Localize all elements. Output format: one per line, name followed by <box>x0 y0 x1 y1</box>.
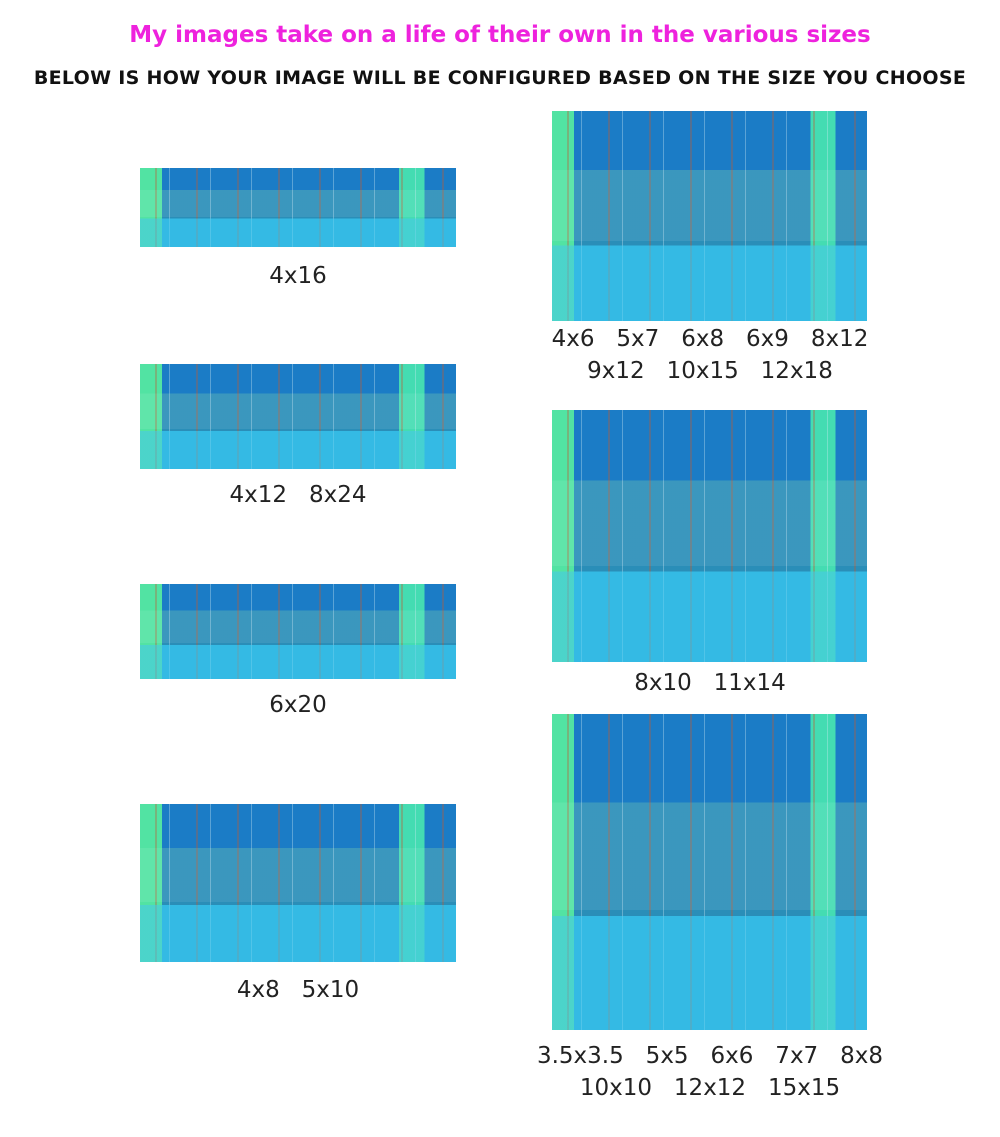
caption: 4x6 5x7 6x8 6x9 8x12 9x12 10x15 12x18 <box>500 323 920 387</box>
caption: 3.5x3.5 5x5 6x6 7x7 8x8 10x10 12x12 15x15 <box>490 1040 930 1104</box>
caption: 6x20 <box>140 689 456 721</box>
artwork <box>552 111 867 321</box>
subtitle: BELOW IS HOW YOUR IMAGE WILL BE CONFIGUR… <box>33 67 967 89</box>
caption-line: 4x16 <box>269 263 327 289</box>
caption-line: 4x12 8x24 <box>229 482 367 508</box>
artwork <box>552 410 867 662</box>
caption-line: 6x20 <box>269 692 327 718</box>
caption-line: 4x6 5x7 6x8 6x9 8x12 <box>551 326 869 352</box>
caption: 4x12 8x24 <box>140 479 456 511</box>
artwork <box>140 364 456 469</box>
caption: 4x8 5x10 <box>140 974 456 1006</box>
caption-line: 9x12 10x15 12x18 <box>587 358 833 384</box>
artwork <box>140 584 456 679</box>
caption: 4x16 <box>140 260 456 292</box>
artwork <box>140 804 456 962</box>
caption-line: 10x10 12x12 15x15 <box>579 1075 841 1101</box>
caption-line: 4x8 5x10 <box>236 977 360 1003</box>
artwork <box>140 168 456 247</box>
caption-line: 8x10 11x14 <box>634 670 786 696</box>
caption: 8x10 11x14 <box>500 667 920 699</box>
title: My images take on a life of their own in… <box>129 22 871 48</box>
caption-line: 3.5x3.5 5x5 6x6 7x7 8x8 <box>536 1043 883 1069</box>
artwork <box>552 714 867 1030</box>
